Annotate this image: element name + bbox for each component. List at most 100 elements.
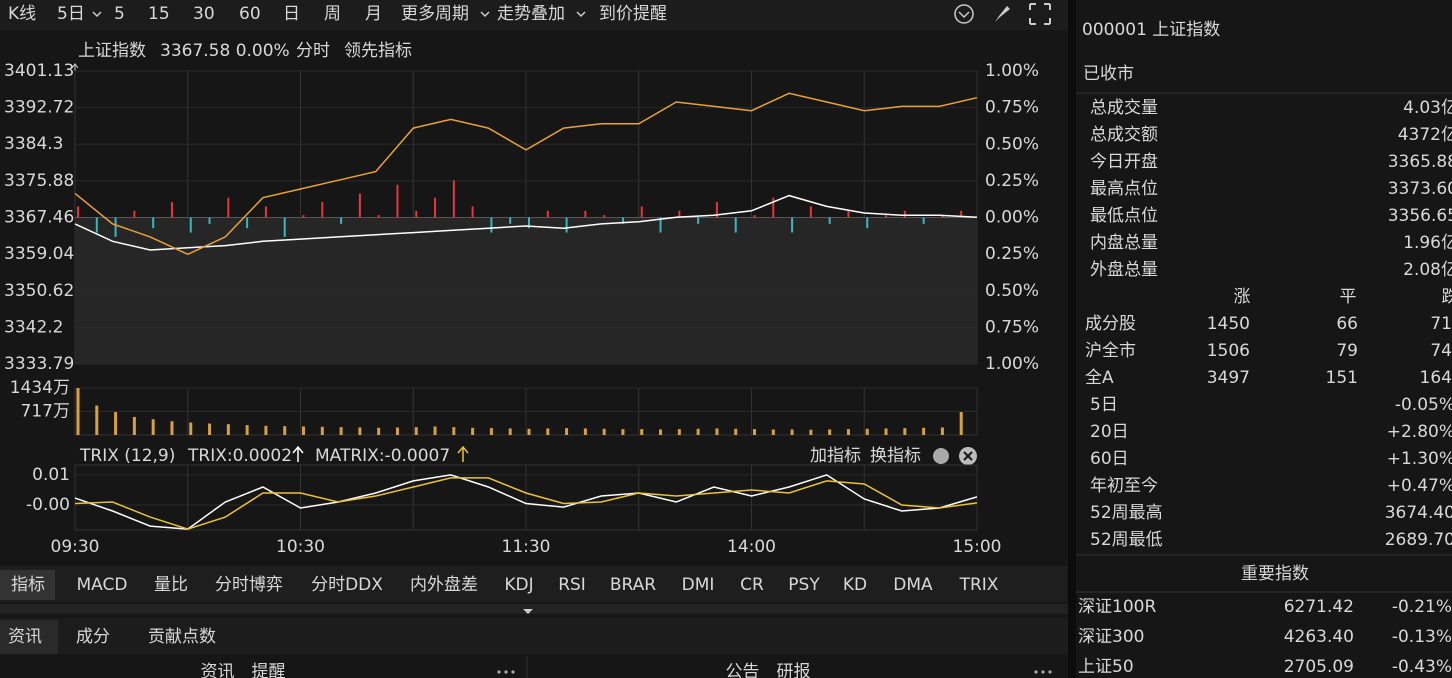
toolbar-item[interactable]: 60 [239, 4, 261, 24]
indicator-tab[interactable]: TRIX [959, 575, 999, 595]
indicator-tab[interactable]: 内外盘差 [410, 575, 478, 595]
strength-bar [847, 210, 850, 218]
indicator-tab[interactable]: RSI [558, 575, 586, 595]
toolbar-item[interactable]: 日 [283, 4, 300, 24]
right-panel [1076, 0, 1452, 678]
news-active-tab [0, 620, 58, 654]
more-dot [504, 670, 508, 674]
toolbar-item[interactable]: 月 [365, 4, 382, 24]
volume-bar [414, 427, 418, 435]
strength-bar [941, 215, 944, 218]
collapse-icon[interactable] [523, 609, 533, 614]
change-label: 52周最高 [1090, 503, 1163, 523]
strength-bar [152, 217, 155, 229]
index-name: 深证300 [1078, 627, 1144, 647]
matrix-arrow [457, 445, 469, 462]
strength-bar [189, 217, 192, 233]
news-tab[interactable]: 资讯 [8, 627, 42, 647]
volume-bar [565, 428, 569, 435]
quote-status: 已收市 [1083, 64, 1134, 84]
x-tick-label: 14:00 [727, 537, 776, 557]
volume-bar [452, 427, 456, 435]
strength-bar [640, 206, 643, 218]
add-indicator[interactable]: 加指标 [810, 446, 861, 466]
toolbar-item[interactable]: 更多周期 [401, 4, 469, 24]
strength-bar [565, 217, 568, 233]
indicator-tab[interactable]: 量比 [154, 575, 188, 595]
breadth-up: 3497 [1207, 368, 1250, 388]
index-title: 重要指数 [1241, 564, 1309, 584]
indicator-tab[interactable]: KDJ [504, 575, 533, 595]
breadth-down: 71 [1430, 314, 1452, 334]
volume-bar [527, 428, 531, 435]
index-value: 2705.09 [1284, 657, 1354, 677]
volume-bar [959, 412, 963, 435]
toolbar-item[interactable]: 到价提醒 [599, 4, 667, 24]
strength-bar [321, 202, 324, 218]
volume-bar [339, 427, 343, 435]
indicator-tab[interactable]: DMA [893, 575, 933, 595]
strength-bar [471, 206, 474, 218]
news-panel-title: 资讯 提醒 [201, 662, 286, 678]
switch-indicator[interactable]: 换指标 [870, 446, 921, 466]
toolbar-bg [0, 0, 1068, 30]
strength-bar [885, 215, 888, 218]
y-tick-label: -0.00 [26, 495, 70, 515]
stat-label: 总成交额 [1090, 125, 1158, 145]
draw-icon[interactable] [995, 6, 1010, 22]
news-tab[interactable]: 贡献点数 [148, 627, 216, 647]
breadth-label: 成分股 [1085, 314, 1136, 334]
strength-bar [546, 210, 549, 218]
indicator-tab[interactable]: KD [843, 575, 867, 595]
toolbar-item[interactable]: 30 [193, 4, 215, 24]
toolbar-item[interactable]: 走势叠加 [497, 4, 565, 24]
overlay-chevron [576, 11, 586, 18]
strength-bar [659, 217, 662, 233]
volume-bar [302, 426, 305, 435]
series-name: 上证指数 [78, 41, 146, 61]
indicator-tab[interactable]: 分时博弈 [215, 575, 283, 595]
strength-bar [903, 210, 906, 218]
change-value: 2689.70 [1385, 530, 1452, 550]
x-tick-label: 11:30 [502, 537, 551, 557]
indicator-tab[interactable]: CR [740, 575, 764, 595]
indicator-tab[interactable]: PSY [788, 575, 820, 595]
resize-icon [71, 63, 79, 71]
divider-bar [0, 604, 1068, 614]
strength-bar [621, 217, 624, 224]
volume-bar [471, 427, 475, 435]
indicator-tab[interactable]: 分时DDX [311, 575, 383, 595]
volume-bar [95, 405, 99, 435]
toolbar-item[interactable]: 15 [148, 4, 170, 24]
strength-bar [528, 217, 530, 229]
stat-value: 2.08亿 [1403, 260, 1452, 280]
volume-bar [809, 429, 813, 435]
indicator-tab[interactable]: 指标 [11, 575, 45, 595]
indicator-tab[interactable]: DMI [682, 575, 715, 595]
change-value: +1.30% [1387, 449, 1452, 469]
change-value: -0.05% [1395, 395, 1452, 415]
strength-bar [791, 217, 794, 233]
y2-tick-label: 0.75% [985, 317, 1039, 337]
settings-icon[interactable] [954, 4, 974, 24]
y2-tick-label: 1.00% [985, 354, 1039, 374]
strength-bar [377, 215, 380, 218]
indicator-tab[interactable]: BRAR [610, 575, 656, 595]
toolbar-item[interactable]: 5日 [57, 4, 85, 24]
fullscreen-icon[interactable] [1029, 3, 1051, 25]
series-line [74, 194, 978, 251]
strength-bar [603, 215, 606, 218]
toolbar-item[interactable]: K线 [8, 4, 36, 24]
stat-value: 3356.65 [1388, 206, 1452, 226]
y-tick-label: 3375.88 [4, 171, 74, 191]
y2-tick-label: 0.75% [985, 98, 1039, 118]
toolbar-item[interactable]: 周 [324, 4, 341, 24]
news-tab[interactable]: 成分 [76, 627, 110, 647]
breadth-label: 沪全市 [1085, 341, 1136, 361]
breadth-flat: 66 [1336, 314, 1358, 334]
volume-bar [734, 428, 738, 435]
volume-bar [245, 425, 249, 435]
indicator-tab[interactable]: MACD [77, 575, 128, 595]
toolbar-item[interactable]: 5 [114, 4, 125, 24]
gear-icon[interactable] [933, 448, 949, 464]
